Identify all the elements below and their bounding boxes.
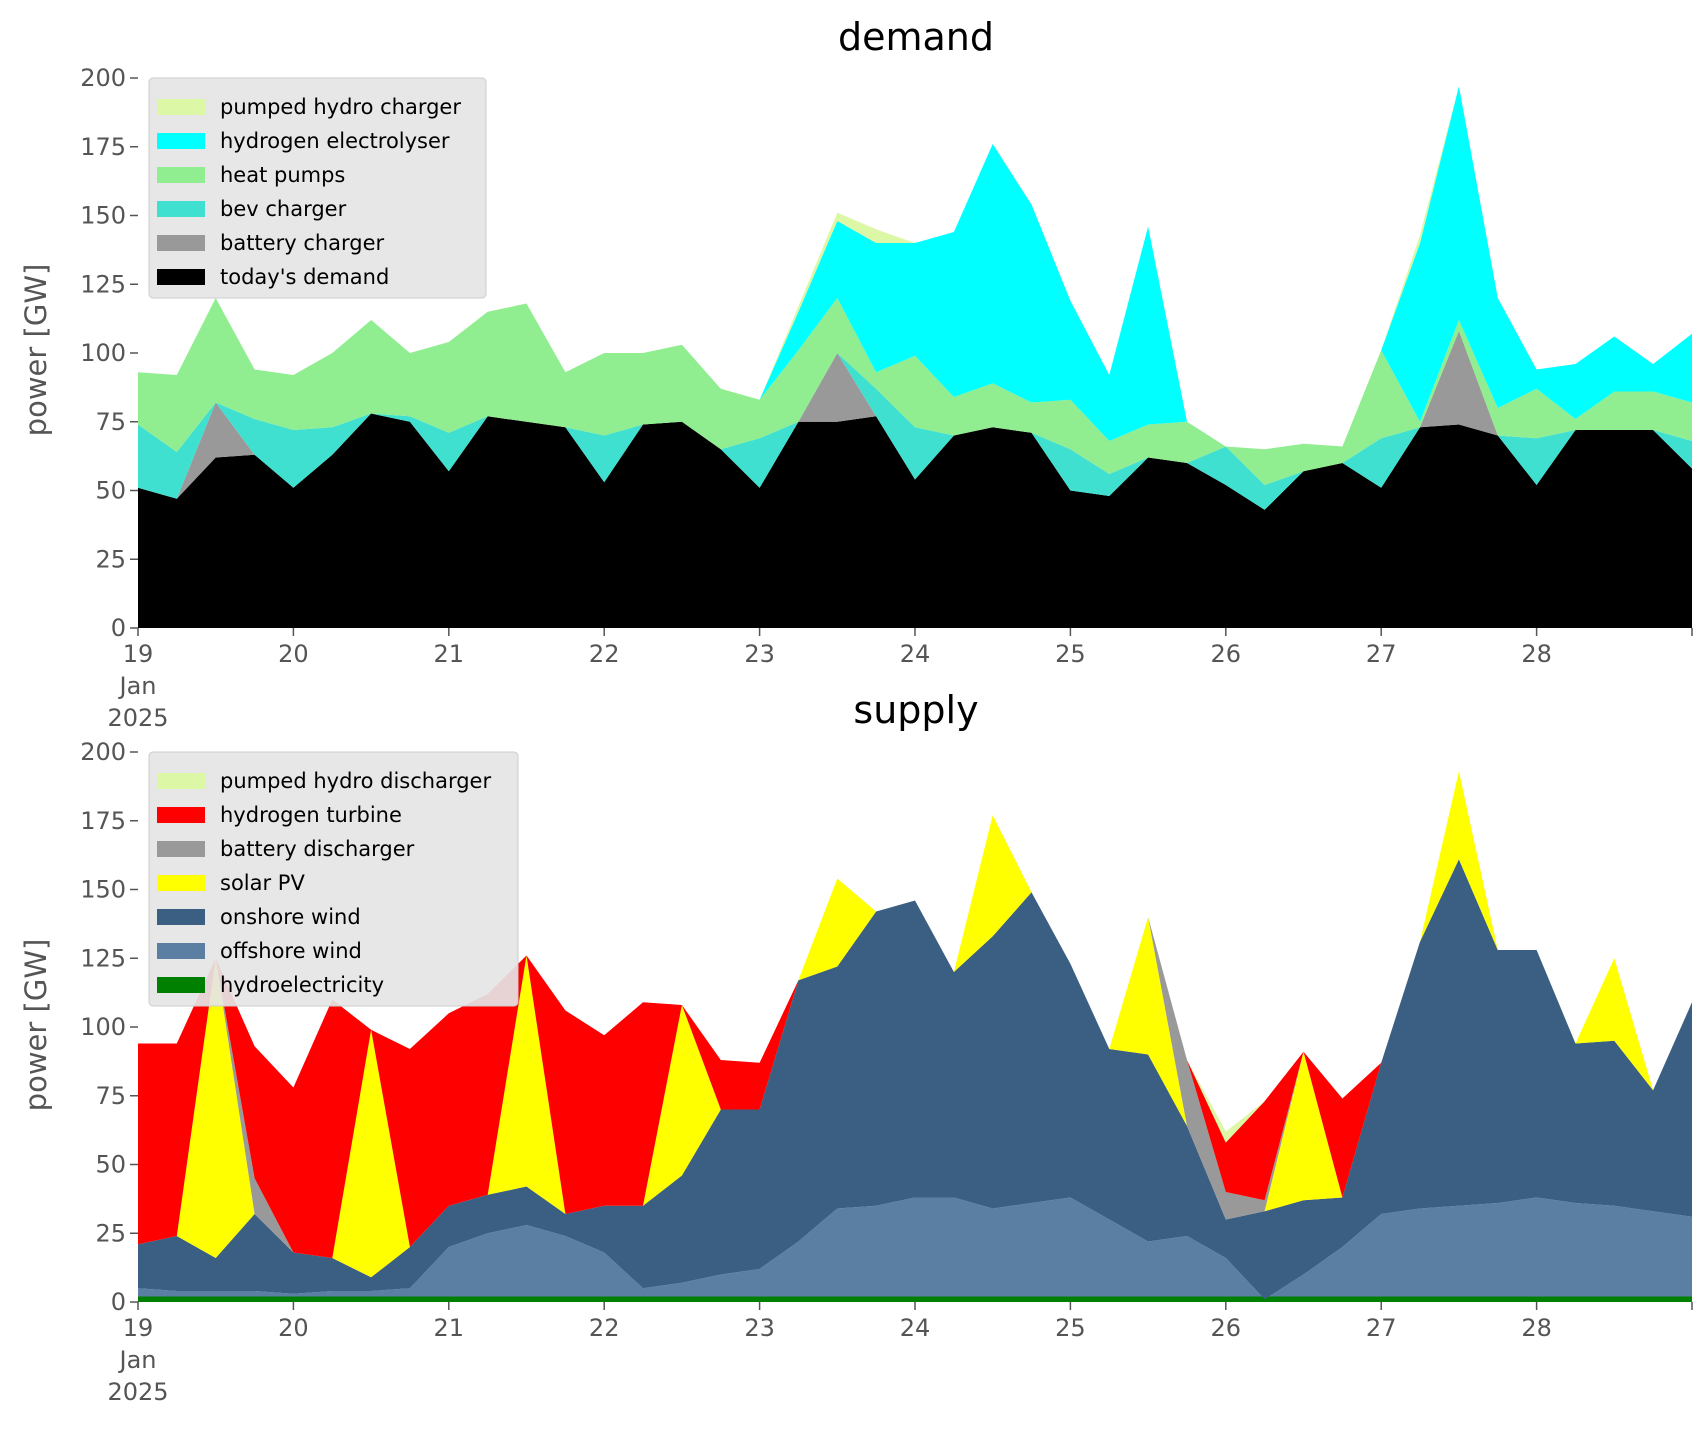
y-tick-label: 0 [111, 1288, 126, 1316]
y-tick-label: 50 [95, 477, 126, 505]
legend-label-today-s-demand: today's demand [220, 265, 389, 289]
y-axis-label: power [GW] [19, 939, 53, 1112]
legend-swatch-battery-discharger [157, 841, 205, 857]
legend-label-hydrogen-electrolyser: hydrogen electrolyser [220, 129, 450, 153]
area-today-s-demand [138, 413, 1692, 628]
legend-swatch-hydroelectricity [157, 977, 205, 993]
y-tick-label: 100 [80, 339, 126, 367]
y-tick-label: 100 [80, 1013, 126, 1041]
x-tick-label: 20 [278, 1314, 309, 1342]
legend-swatch-bev-charger [157, 201, 205, 217]
x-tick-label: 24 [900, 640, 931, 668]
x-tick-label: 22 [589, 1314, 620, 1342]
legend-label-battery-charger: battery charger [220, 231, 385, 255]
x-tick-label: 21 [434, 1314, 465, 1342]
area-bev-charger [138, 331, 1692, 510]
x-tick-label: 25 [1055, 640, 1086, 668]
x-tick-label: 26 [1211, 1314, 1242, 1342]
area-layers [138, 771, 1692, 1302]
y-tick-label: 150 [80, 876, 126, 904]
legend-swatch-today-s-demand [157, 269, 205, 285]
y-tick-label: 25 [95, 1219, 126, 1247]
x-tick-label: 23 [744, 640, 775, 668]
x-tick-sublabel: Jan [118, 672, 157, 700]
legend-label-pumped-hydro-charger: pumped hydro charger [220, 95, 461, 119]
legend-swatch-offshore-wind [157, 943, 205, 959]
y-tick-label: 50 [95, 1151, 126, 1179]
y-tick-label: 175 [80, 133, 126, 161]
x-tick-label: 19 [123, 1314, 154, 1342]
area-hydroelectricity [138, 1296, 1692, 1302]
y-tick-label: 75 [95, 408, 126, 436]
area-heat-pumps [138, 298, 1692, 485]
x-tick-sublabel: 2025 [107, 1378, 168, 1406]
y-tick-label: 25 [95, 545, 126, 573]
legend-swatch-hydrogen-turbine [157, 807, 205, 823]
legend-swatch-hydrogen-electrolyser [157, 133, 205, 149]
chart-title: supply [853, 688, 978, 732]
area-onshore-wind [138, 859, 1692, 1300]
y-tick-label: 0 [111, 614, 126, 642]
x-tick-label: 27 [1366, 1314, 1397, 1342]
legend-label-hydroelectricity: hydroelectricity [220, 973, 384, 997]
x-tick-label: 28 [1521, 1314, 1552, 1342]
legend-label-onshore-wind: onshore wind [220, 905, 361, 929]
legend-label-pumped-hydro-discharger: pumped hydro discharger [220, 769, 491, 793]
legend-label-heat-pumps: heat pumps [220, 163, 345, 187]
x-tick-label: 24 [900, 1314, 931, 1342]
area-offshore-wind [138, 1197, 1692, 1300]
x-tick-label: 27 [1366, 640, 1397, 668]
x-tick-label: 26 [1211, 640, 1242, 668]
legend: pumped hydro charger hydrogen electrolyse… [148, 77, 487, 299]
axes: 0 25 50 75 100 125 150 175 200 19 20 21 22 23 24 25 26 27… [80, 738, 1693, 1406]
x-tick-sublabel: Jan [118, 1346, 157, 1374]
y-tick-label: 200 [80, 64, 126, 92]
legend-frame [148, 77, 487, 299]
legend-label-offshore-wind: offshore wind [220, 939, 362, 963]
legend-label-hydrogen-turbine: hydrogen turbine [220, 803, 402, 827]
supply-chart: supply power [GW] 0 25 50 75 100 125 150 175 200… [19, 688, 1693, 1406]
legend-swatch-pumped-hydro-charger [157, 99, 205, 115]
legend-label-solar-pv: solar PV [220, 871, 305, 895]
y-axis-label: power [GW] [19, 264, 53, 437]
legend-swatch-pumped-hydro-discharger [157, 773, 205, 789]
x-tick-label: 23 [744, 1314, 775, 1342]
legend-swatch-onshore-wind [157, 909, 205, 925]
y-tick-label: 75 [95, 1082, 126, 1110]
area-hydrogen-electrolyser [138, 86, 1692, 450]
x-tick-sublabel: 2025 [107, 704, 168, 732]
y-tick-label: 175 [80, 807, 126, 835]
x-tick-label: 28 [1521, 640, 1552, 668]
legend-swatch-battery-charger [157, 235, 205, 251]
y-tick-label: 200 [80, 738, 126, 766]
demand-chart: demand power [GW] 0 25 50 75 100 125 150 175 200… [19, 15, 1693, 732]
legend-label-bev-charger: bev charger [220, 197, 347, 221]
legend-label-battery-discharger: battery discharger [220, 837, 415, 861]
x-tick-label: 20 [278, 640, 309, 668]
chart-title: demand [838, 15, 994, 59]
y-tick-label: 125 [80, 270, 126, 298]
area-hydrogen-turbine [138, 771, 1692, 1258]
x-tick-label: 25 [1055, 1314, 1086, 1342]
y-tick-label: 150 [80, 202, 126, 230]
axes: 0 25 50 75 100 125 150 175 200 19 20 21 22 23 24 25 26 27… [80, 64, 1693, 732]
legend-swatch-solar-pv [157, 875, 205, 891]
area-layers [138, 86, 1692, 628]
y-tick-label: 125 [80, 944, 126, 972]
legend: pumped hydro discharger hydrogen turbine b… [148, 751, 519, 1007]
x-tick-label: 21 [434, 640, 465, 668]
area-solar-pv [138, 771, 1692, 1278]
x-tick-label: 22 [589, 640, 620, 668]
legend-frame [148, 751, 519, 1007]
legend-swatch-heat-pumps [157, 167, 205, 183]
x-tick-label: 19 [123, 640, 154, 668]
